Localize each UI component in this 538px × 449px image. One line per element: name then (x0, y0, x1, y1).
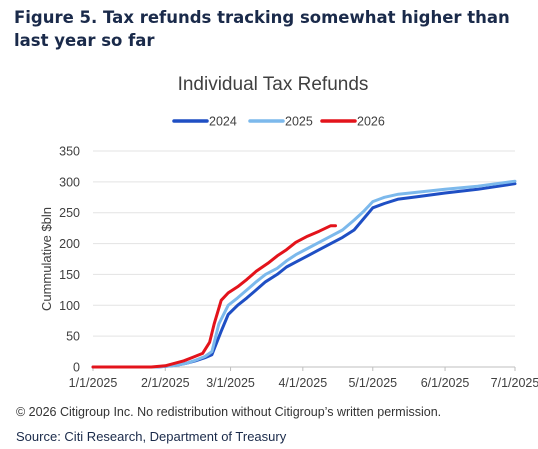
x-tick-label: 1/1/2025 (69, 376, 118, 390)
series-lines (91, 179, 517, 369)
y-axis-label: Cummulative $bln (39, 207, 54, 311)
figure-title: Figure 5. Tax refunds tracking somewhat … (14, 8, 510, 50)
y-tick-label: 50 (66, 330, 80, 344)
y-tick-label: 350 (59, 145, 80, 159)
copyright-note: © 2026 Citigroup Inc. No redistribution … (16, 405, 442, 419)
legend-label-2024: 2024 (209, 115, 237, 129)
legend-label-2026: 2026 (357, 115, 385, 129)
gridlines (93, 150, 515, 368)
x-tick-label: 7/1/2025 (491, 376, 538, 390)
y-tick-label: 100 (59, 299, 80, 313)
x-tick-label: 5/1/2025 (348, 376, 397, 390)
series-line-2025 (91, 179, 517, 369)
y-tick-label: 250 (59, 206, 80, 220)
series-line-2026 (91, 224, 337, 369)
y-tick-label: 150 (59, 268, 80, 282)
x-tick-label: 4/1/2025 (278, 376, 327, 390)
x-tick-label: 6/1/2025 (421, 376, 470, 390)
y-axis-ticks: 0 50 100 150 200 250 300 350 (59, 145, 80, 375)
line-chart: Individual Tax Refunds 2024 2025 2026 0 50 1… (39, 74, 538, 390)
source-note: Source: Citi Research, Department of Tre… (16, 429, 287, 444)
legend: 2024 2025 2026 (172, 115, 385, 129)
legend-label-2025: 2025 (285, 115, 313, 129)
chart-title: Individual Tax Refunds (178, 74, 369, 95)
y-tick-label: 300 (59, 175, 80, 189)
y-tick-label: 0 (73, 361, 80, 375)
x-axis-ticks: 1/1/2025 2/1/2025 3/1/2025 4/1/2025 5/1/2025… (69, 367, 538, 390)
x-tick-label: 2/1/2025 (141, 376, 190, 390)
y-tick-label: 200 (59, 237, 80, 251)
series-line-2024 (91, 182, 517, 369)
x-tick-label: 3/1/2025 (206, 376, 255, 390)
